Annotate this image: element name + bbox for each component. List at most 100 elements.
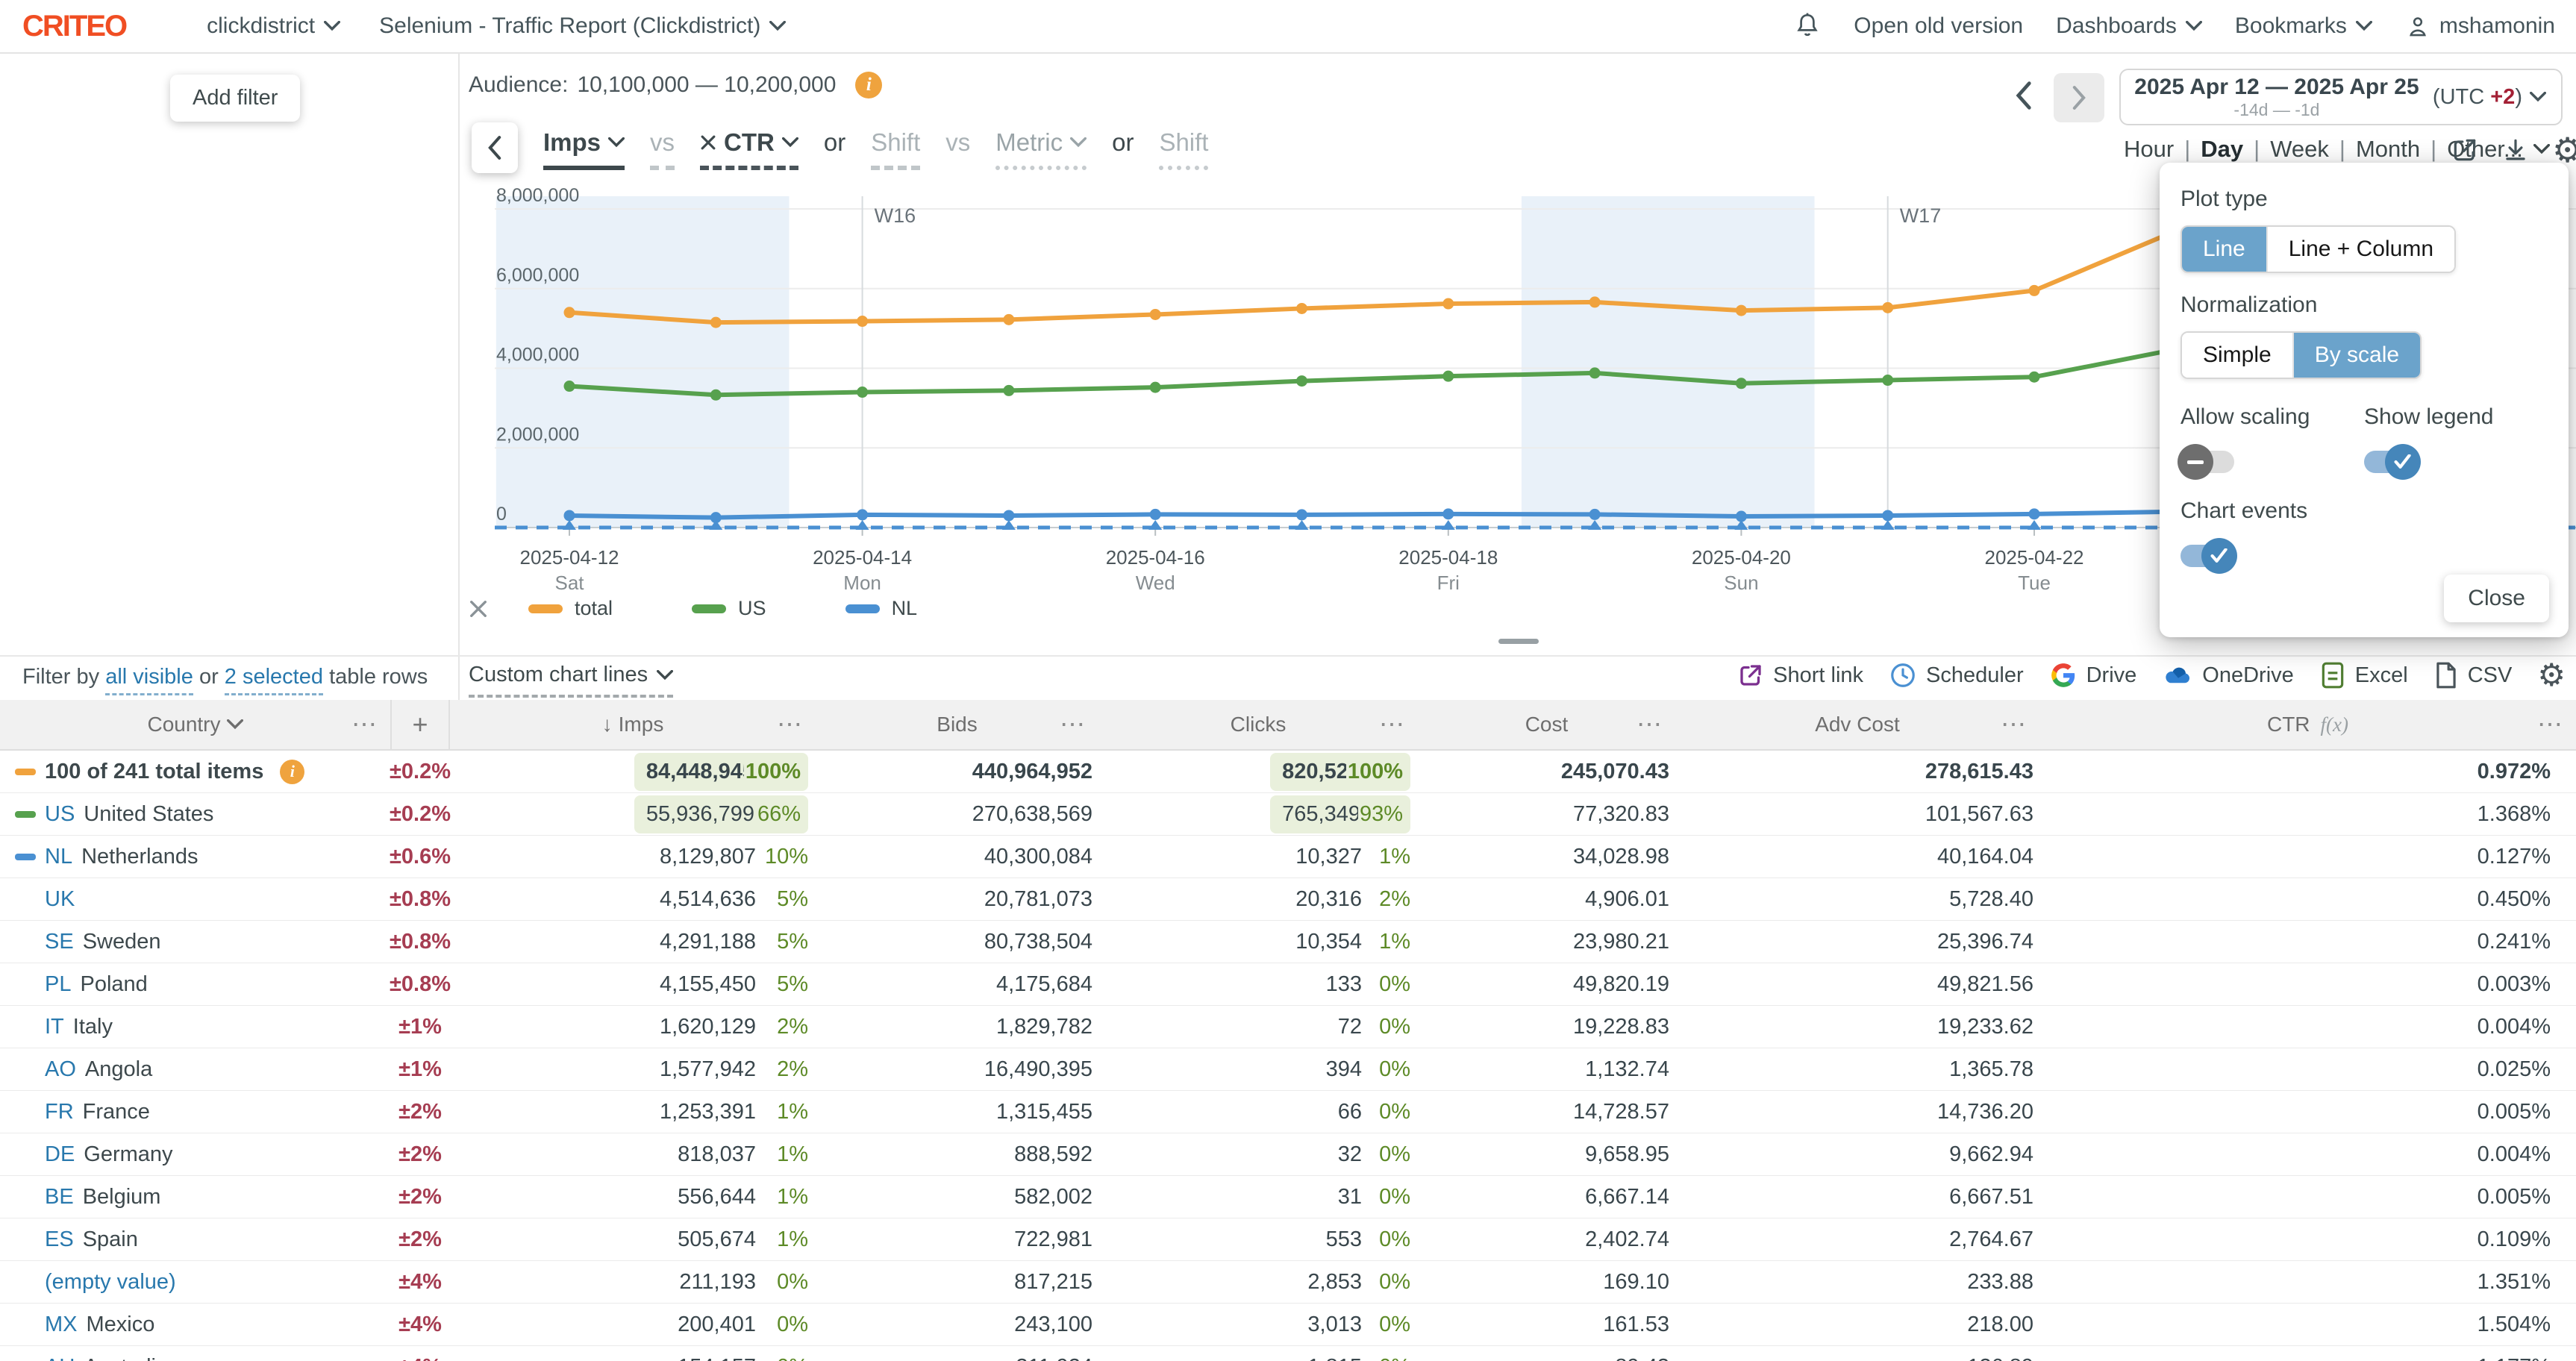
chart-event-marker[interactable] [563,520,576,530]
short-link-button[interactable]: Short link [1737,662,1863,689]
data-point-US[interactable] [710,389,722,401]
table-row[interactable]: AO Angola ±1% 1,577,942 2% 16,490,395 394 0% 1,1… [0,1048,2576,1091]
report-title-menu[interactable]: Selenium - Traffic Report (Clickdistrict… [379,13,787,39]
download-icon[interactable] [2501,136,2530,164]
add-filter-button[interactable]: Add filter [170,75,301,122]
chart-event-marker[interactable] [1295,520,1309,530]
data-point-NL[interactable] [1149,508,1161,520]
time-group-week[interactable]: Week [2270,136,2329,162]
data-point-US[interactable] [1296,375,1307,387]
data-point-NL[interactable] [2028,508,2040,520]
data-point-total[interactable] [563,307,575,319]
data-point-US[interactable] [1442,370,1454,382]
chart-event-marker[interactable] [1441,520,1455,530]
series-line-total[interactable] [567,182,2476,325]
column-header-country[interactable]: Country ⋯ [147,710,378,739]
country-code-link[interactable]: FR [45,1099,74,1124]
bookmarks-menu[interactable]: Bookmarks [2235,13,2372,39]
column-header-bids[interactable]: Bids ⋯ [937,710,1087,739]
data-point-NL[interactable] [857,509,869,521]
data-point-US[interactable] [1003,384,1015,396]
country-code-link[interactable]: US [45,801,75,826]
csv-export-button[interactable]: CSV [2433,661,2512,689]
column-menu-icon[interactable]: ⋯ [351,710,378,739]
data-point-total[interactable] [1296,302,1307,314]
country-code-link[interactable]: SE [45,929,74,954]
chart-event-marker[interactable] [1001,520,1016,530]
data-point-NL[interactable] [1442,508,1454,520]
table-row[interactable]: DE Germany ±2% 818,037 1% 888,592 32 0% 9,658.95… [0,1133,2576,1176]
country-code-link[interactable]: NL [45,844,73,869]
data-point-US[interactable] [563,381,575,392]
scheduler-button[interactable]: Scheduler [1889,661,2024,689]
column-header-ctr[interactable]: CTR f(x) ⋯ [2266,710,2564,739]
show-legend-toggle[interactable] [2364,444,2421,480]
data-point-NL[interactable] [1589,508,1601,520]
data-point-NL[interactable] [1735,510,1747,522]
remove-metric-icon[interactable] [700,134,716,151]
plot-type-option-line[interactable]: Line [2182,227,2266,272]
data-point-total[interactable] [1442,298,1454,310]
onedrive-button[interactable]: OneDrive [2162,661,2294,689]
data-point-US[interactable] [1882,375,1894,387]
notifications-bell-icon[interactable] [1794,11,1821,41]
column-menu-icon[interactable]: ⋯ [1379,710,1406,739]
open-in-new-icon[interactable] [2451,136,2479,164]
filter-all-visible-link[interactable]: all visible [105,665,193,695]
data-point-NL[interactable] [563,510,575,522]
data-point-total[interactable] [2028,284,2040,296]
data-point-total[interactable] [1149,308,1161,320]
table-row[interactable]: FR France ±2% 1,253,391 1% 1,315,455 66 0% 14,72… [0,1091,2576,1133]
time-group-hour[interactable]: Hour [2124,136,2175,162]
data-point-NL[interactable] [1003,510,1015,522]
country-code-link[interactable]: MX [45,1312,78,1336]
table-row[interactable]: BE Belgium ±2% 556,644 1% 582,002 31 0% 6,667.14… [0,1176,2576,1218]
metric-3-dropdown[interactable]: Metric [995,128,1087,170]
data-point-US[interactable] [1149,381,1161,393]
country-code-link[interactable]: (empty value) [45,1269,176,1294]
data-point-total[interactable] [710,316,722,328]
country-code-link[interactable]: AO [45,1057,76,1081]
chart-event-marker[interactable] [2028,520,2041,530]
chart-settings-gear-icon[interactable]: ⚙ [2552,130,2576,170]
data-point-US[interactable] [1735,378,1747,389]
metric-2-dropdown[interactable]: CTR [700,128,798,170]
data-point-total[interactable] [1882,301,1894,313]
table-row[interactable]: 100 of 241 total items i ±0.2% 84,448,945 10… [0,751,2576,793]
date-range-picker[interactable]: 2025 Apr 12 — 2025 Apr 25 -14d — -1d (UT… [2119,69,2563,125]
chart-event-marker[interactable] [855,520,869,530]
excel-export-button[interactable]: Excel [2319,661,2408,689]
shift-option[interactable]: Shift [871,128,921,170]
table-row[interactable]: (empty value) ±4% 211,193 0% 817,215 2,853 0% 1… [0,1261,2576,1304]
table-row[interactable]: NL Netherlands ±0.6% 8,129,807 10% 40,300,084… [0,836,2576,878]
user-menu[interactable]: mshamonin [2405,13,2555,40]
table-settings-gear-icon[interactable]: ⚙ [2537,657,2566,693]
legend-clear-icon[interactable] [469,599,488,619]
data-point-NL[interactable] [1882,510,1894,522]
series-line-NL[interactable] [567,504,2476,520]
table-row[interactable]: IT Italy ±1% 1,620,129 2% 1,829,782 72 0% 19,228… [0,1006,2576,1048]
column-menu-icon[interactable]: ⋯ [2537,710,2564,739]
data-point-NL[interactable] [1296,509,1307,521]
account-switcher[interactable]: clickdistrict [207,13,341,39]
chart-event-marker[interactable] [709,520,723,530]
chart-event-marker[interactable] [1588,520,1602,530]
column-menu-icon[interactable]: ⋯ [2001,710,2028,739]
column-menu-icon[interactable]: ⋯ [777,710,804,739]
normalization-option-simple[interactable]: Simple [2182,333,2292,378]
column-menu-icon[interactable]: ⋯ [1636,710,1663,739]
chart-resize-handle[interactable] [1498,639,1539,644]
time-group-day[interactable]: Day [2201,136,2244,162]
data-point-total[interactable] [1589,296,1601,308]
table-row[interactable]: SE Sweden ±0.8% 4,291,188 5% 80,738,504 10,354… [0,921,2576,963]
country-code-link[interactable]: BE [45,1184,74,1209]
table-row[interactable]: PL Poland ±0.8% 4,155,450 5% 4,175,684 133 0% 49… [0,963,2576,1006]
column-menu-icon[interactable]: ⋯ [1060,710,1087,739]
shift-option[interactable]: Shift [1159,128,1209,170]
series-line-US[interactable] [567,314,2476,398]
table-row[interactable]: AU Australia ±4% 154,157 0% 311,924 1,815 0% 89.… [0,1346,2576,1361]
legend-item-US[interactable]: US [692,597,766,620]
data-point-NL[interactable] [710,512,722,524]
column-header-cost[interactable]: Cost ⋯ [1525,710,1663,739]
country-code-link[interactable]: PL [45,972,72,996]
